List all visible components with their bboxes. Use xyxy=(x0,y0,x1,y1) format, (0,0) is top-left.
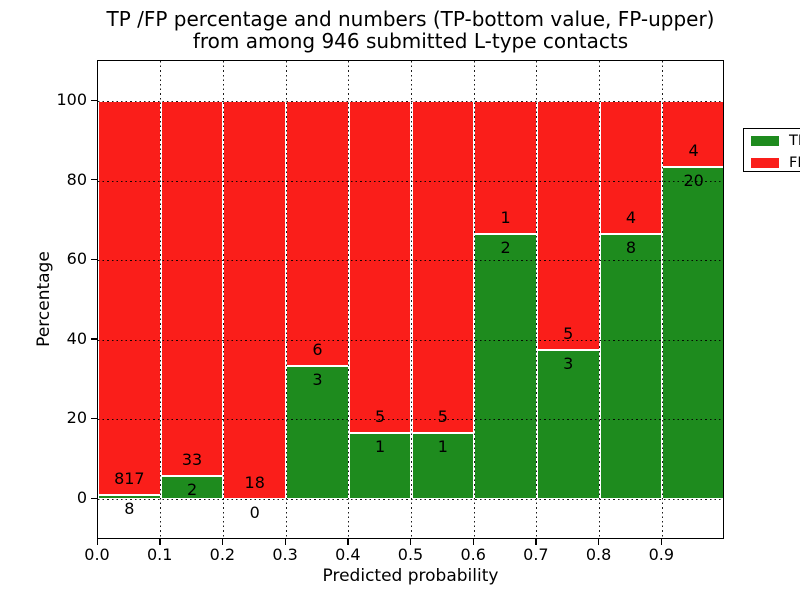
fp-bar-segment xyxy=(536,101,600,350)
fp-legend-swatch xyxy=(751,158,779,168)
fp-bar-segment xyxy=(286,101,349,367)
x-gridline xyxy=(473,61,475,538)
fp-count-label: 5 xyxy=(437,406,448,426)
x-tick-label: 0.0 xyxy=(84,545,110,564)
x-tick-label: 0.4 xyxy=(335,545,361,564)
fp-count-label: 33 xyxy=(181,450,203,470)
tp-count-label: 3 xyxy=(563,353,574,373)
y-gridline xyxy=(98,101,723,102)
y-gridline xyxy=(98,260,723,262)
tp-count-label: 8 xyxy=(124,499,135,519)
fp-count-label: 5 xyxy=(375,406,386,426)
x-tick-mark xyxy=(284,539,286,545)
y-tick-mark xyxy=(91,417,97,420)
legend-entry: FP xyxy=(744,152,800,173)
x-gridline xyxy=(222,61,224,538)
legend: TP FP xyxy=(743,128,800,172)
x-tick-mark xyxy=(96,539,98,545)
fp-bar-segment xyxy=(411,101,475,433)
y-axis-label: Percentage xyxy=(34,251,54,347)
fp-bar-segment xyxy=(223,101,287,499)
x-tick-mark xyxy=(472,539,475,545)
y-tick-label: 20 xyxy=(66,408,87,428)
chart-title-line-2: from among 946 submitted L-type contacts xyxy=(192,29,629,53)
x-tick-label: 0.1 xyxy=(146,545,173,564)
fp-count-label: 5 xyxy=(563,323,574,343)
tp-count-label: 3 xyxy=(312,370,323,390)
tp-count-label: 1 xyxy=(375,436,386,456)
tp-legend-swatch xyxy=(751,136,779,146)
x-tick-mark xyxy=(598,539,600,545)
x-gridline xyxy=(411,61,412,538)
y-gridline xyxy=(98,180,723,182)
tp-count-label: 1 xyxy=(437,436,448,456)
fp-bar-segment xyxy=(348,101,412,433)
x-axis-label: Predicted probability xyxy=(322,566,499,586)
x-tick-label: 0.3 xyxy=(272,545,298,564)
x-gridline xyxy=(599,61,601,538)
fp-count-label: 1 xyxy=(500,207,511,227)
tp-bar-segment xyxy=(474,233,537,499)
y-tick-label: 80 xyxy=(66,169,87,189)
tp-count-label: 2 xyxy=(500,237,511,257)
x-tick-label: 0.2 xyxy=(209,545,236,564)
y-gridline xyxy=(98,419,723,421)
y-tick-mark xyxy=(91,338,97,340)
x-gridline xyxy=(160,61,162,538)
y-tick-mark xyxy=(91,258,97,261)
y-tick-mark xyxy=(91,497,97,499)
tp-count-label: 2 xyxy=(186,480,198,500)
tp-count-label: 0 xyxy=(249,503,260,522)
x-tick-mark xyxy=(535,539,537,545)
x-gridline xyxy=(661,61,663,538)
bars-container: 817 8 33 2 18 0 6 3 5 1 5 1 1 2 5 3 4 8 4 20 xyxy=(98,61,723,538)
x-tick-label: 0.7 xyxy=(523,545,549,564)
tp-count-label: 8 xyxy=(625,237,637,257)
tp-bar-segment xyxy=(599,233,663,499)
fp-count-label: 817 xyxy=(114,469,145,489)
legend-entry: TP xyxy=(744,130,800,151)
chart-title-line-1: TP /FP percentage and numbers (TP-bottom… xyxy=(106,7,715,31)
y-tick-label: 0 xyxy=(76,488,87,507)
y-tick-label: 60 xyxy=(66,249,87,269)
x-tick-label: 0.6 xyxy=(460,545,486,564)
y-tick-mark xyxy=(91,179,97,181)
x-tick-label: 0.8 xyxy=(585,545,612,564)
fp-count-label: 4 xyxy=(688,141,699,161)
x-tick-label: 0.9 xyxy=(648,545,675,564)
x-gridline xyxy=(536,61,538,538)
y-tick-label: 100 xyxy=(56,90,87,109)
legend-entry-label: FP xyxy=(789,155,800,171)
legend-entry-label: TP xyxy=(789,133,800,149)
x-tick-label: 0.5 xyxy=(397,545,424,564)
y-tick-mark xyxy=(91,99,97,101)
x-tick-mark xyxy=(660,539,663,545)
fp-count-label: 18 xyxy=(244,473,265,492)
tp-count-label: 20 xyxy=(683,171,704,191)
x-gridline xyxy=(348,61,350,538)
x-tick-mark xyxy=(410,539,412,545)
fp-bar-segment xyxy=(160,101,224,477)
tp-bar-segment xyxy=(286,366,349,499)
y-gridline xyxy=(98,499,723,500)
y-tick-label: 40 xyxy=(66,328,87,348)
fp-count-label: 4 xyxy=(625,207,637,227)
fp-count-label: 6 xyxy=(312,340,323,360)
x-tick-mark xyxy=(347,539,349,545)
x-tick-mark xyxy=(159,539,161,545)
tp-bar-segment xyxy=(662,167,723,499)
fp-bar-segment xyxy=(98,101,161,496)
y-gridline xyxy=(98,339,723,341)
x-gridline xyxy=(285,61,287,538)
x-tick-mark xyxy=(221,539,224,545)
plot-area: 817 8 33 2 18 0 6 3 5 1 5 1 1 2 5 3 4 8 4 20 TP FP xyxy=(97,60,800,539)
